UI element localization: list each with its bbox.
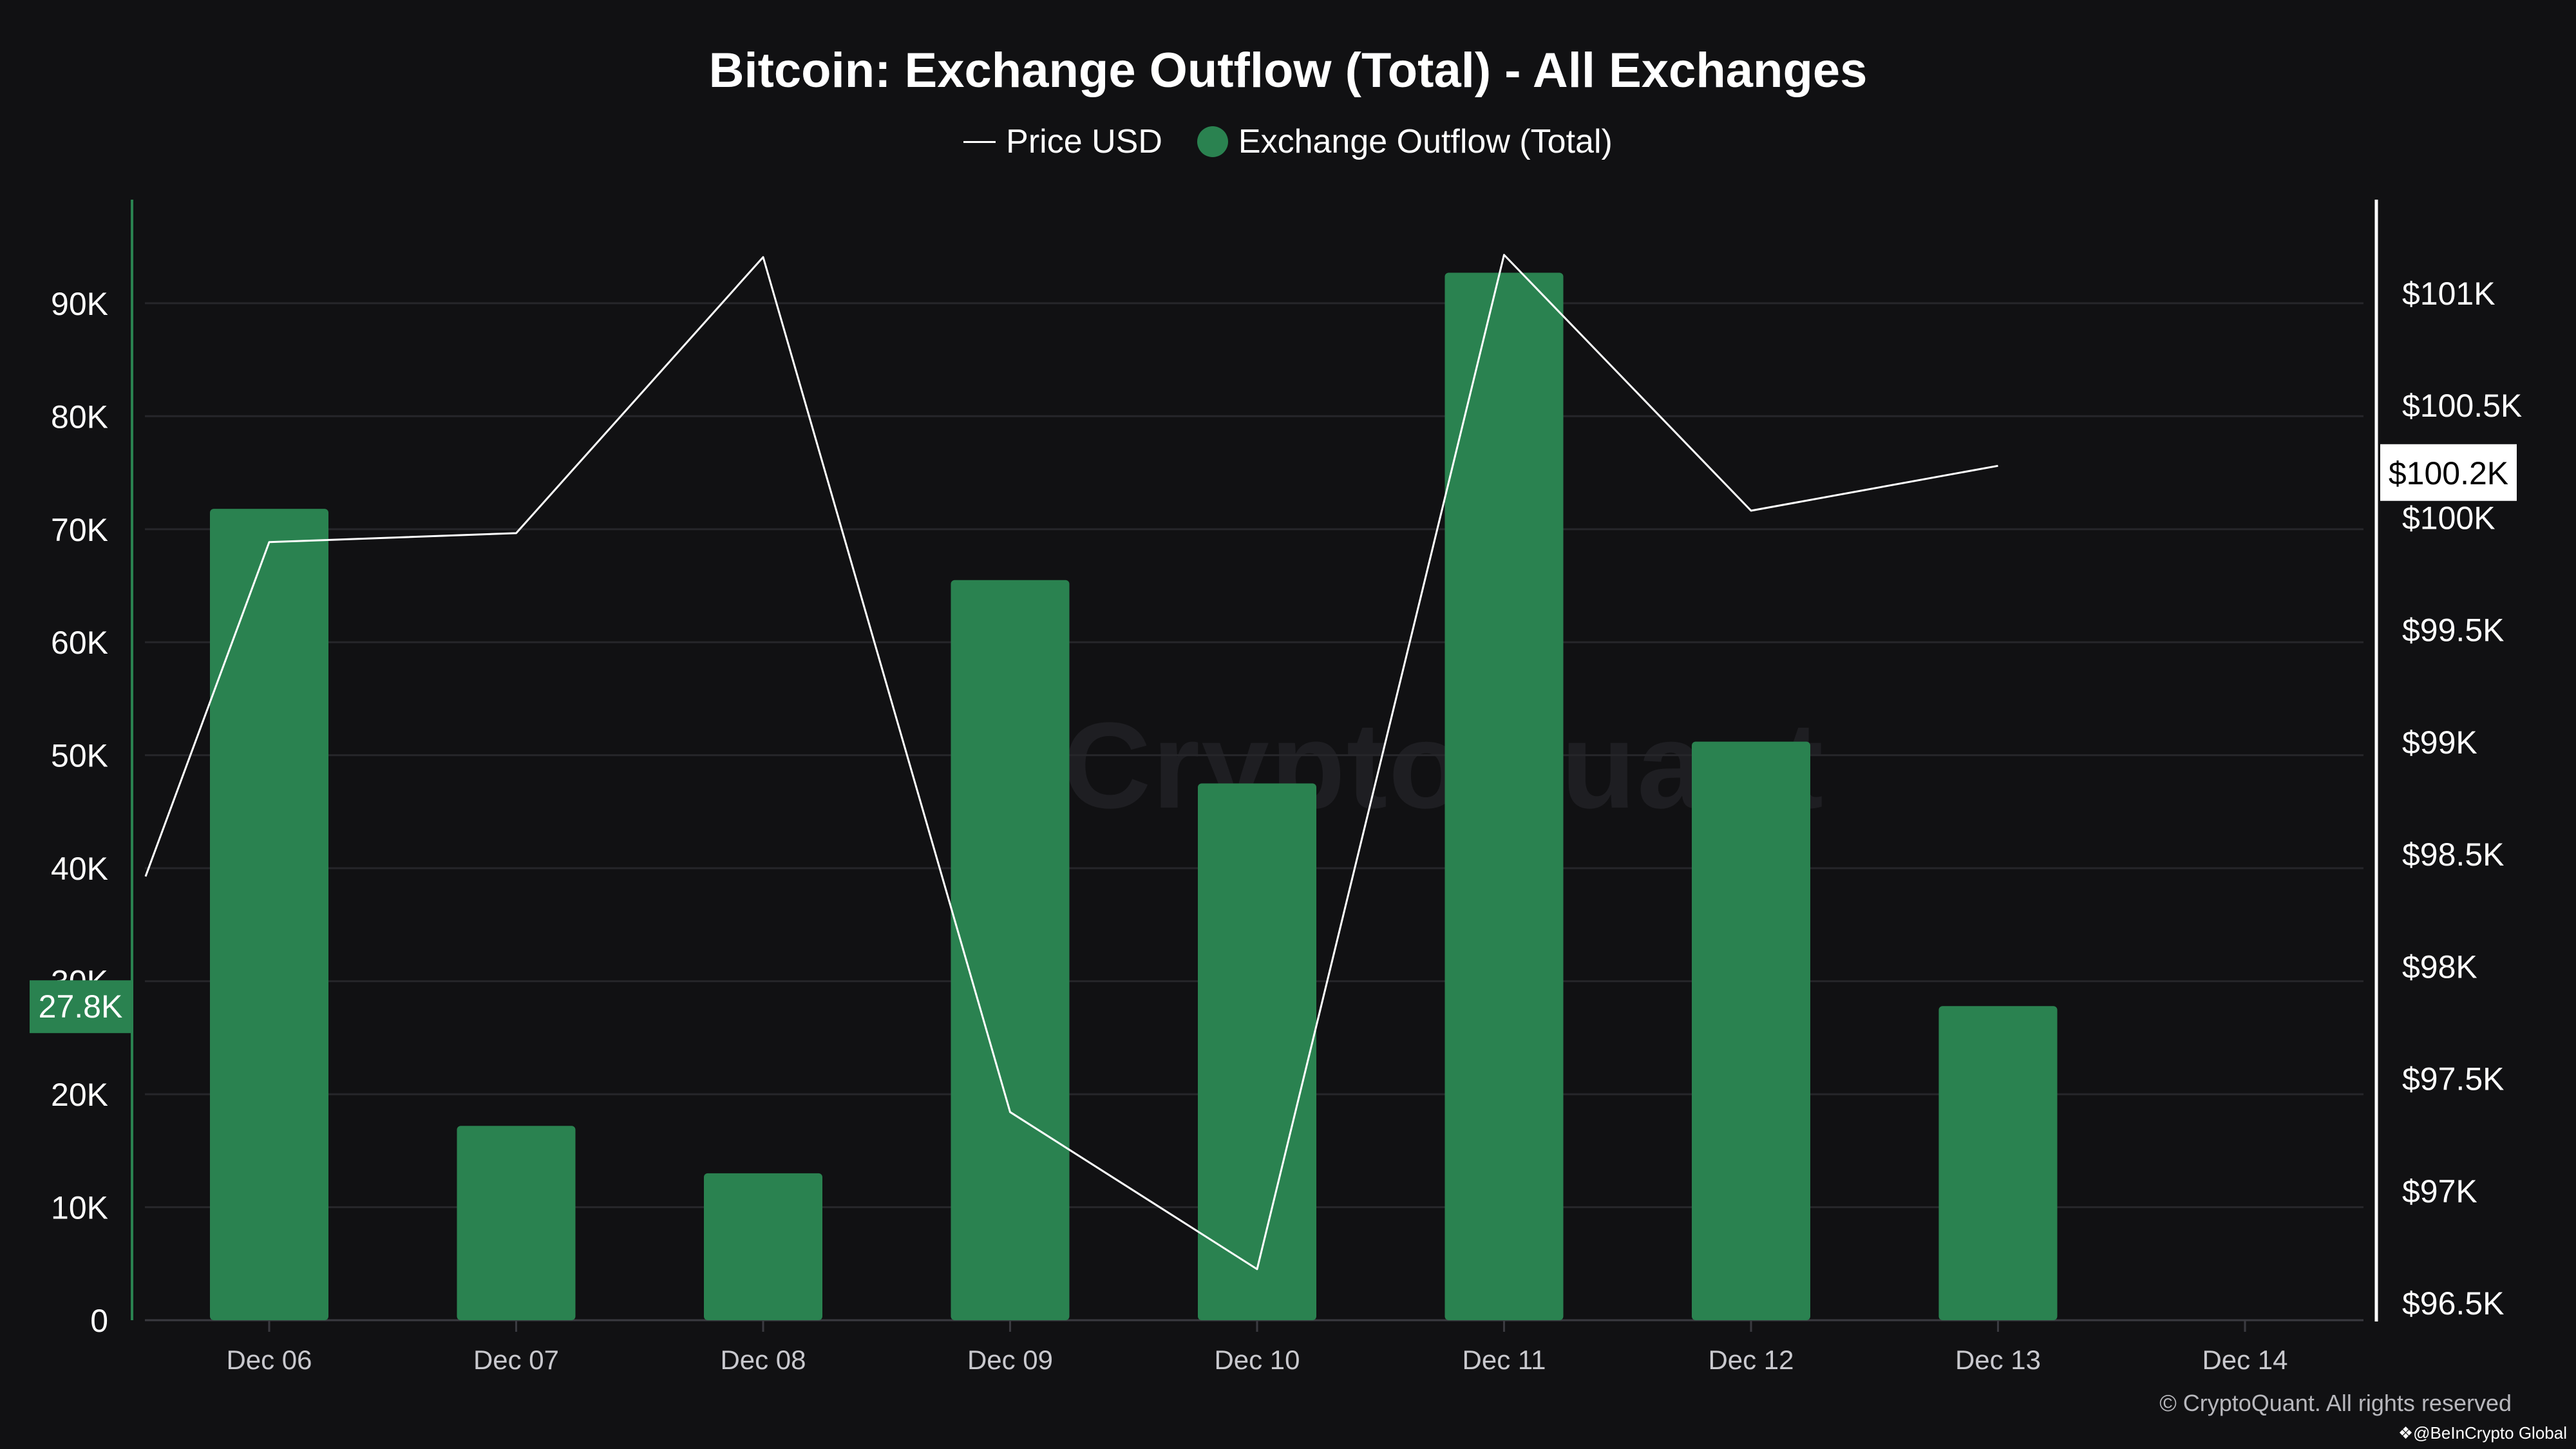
bar-dec-12 [1692, 741, 1810, 1320]
x-tick-label: Dec 09 [967, 1345, 1053, 1375]
x-tick-label: Dec 14 [2202, 1345, 2287, 1375]
y-right-tick-label: $99K [2402, 724, 2477, 761]
x-tick-label: Dec 13 [1955, 1345, 2041, 1375]
x-tick-label: Dec 07 [473, 1345, 559, 1375]
y-right-tick-label: $101K [2402, 276, 2496, 312]
chart-title: Bitcoin: Exchange Outflow (Total) - All … [708, 43, 1868, 98]
x-tick-label: Dec 11 [1463, 1345, 1546, 1375]
x-tick-label: Dec 10 [1214, 1345, 1300, 1375]
y-left-tick-label: 50K [51, 738, 108, 774]
legend-label-outflow: Exchange Outflow (Total) [1238, 123, 1613, 160]
x-tick-label: Dec 08 [720, 1345, 806, 1375]
y-right-tick-label: $99.5K [2402, 612, 2504, 649]
left-axis-marker [30, 980, 131, 1034]
bar-dec-06 [210, 509, 328, 1320]
bar-dec-11 [1444, 272, 1564, 1321]
y-left-tick-label: 60K [51, 625, 108, 661]
y-right-tick-label: $98.5K [2402, 837, 2504, 873]
y-right-tick-label: $97.5K [2402, 1061, 2504, 1097]
credit-text: ❖@BeInCrypto Global [2398, 1423, 2567, 1443]
y-right-tick-label: $96.5K [2402, 1285, 2504, 1321]
left-axis-marker-label: 27.8K [39, 989, 123, 1025]
bar-dec-08 [704, 1173, 822, 1320]
legend-dot-icon [1197, 126, 1228, 157]
bar-dec-07 [457, 1126, 576, 1320]
bar-dec-10 [1198, 783, 1316, 1320]
legend-label-price: Price USD [1006, 123, 1162, 160]
legend-item-outflow[interactable]: Exchange Outflow (Total) [1197, 122, 1613, 161]
y-left-tick-label: 80K [51, 399, 108, 435]
y-left-tick-label: 20K [51, 1077, 108, 1113]
legend-line-icon [963, 140, 996, 143]
y-right-tick-label: $100.5K [2402, 388, 2522, 424]
right-axis-marker [2380, 444, 2517, 501]
y-left-tick-label: 40K [51, 851, 108, 887]
legend-item-price[interactable]: Price USD [963, 122, 1162, 161]
y-left-tick-label: 70K [51, 512, 108, 548]
bar-dec-09 [951, 580, 1070, 1320]
right-axis-marker-label: $100.2K [2389, 455, 2508, 491]
bar-dec-13 [1938, 1006, 2058, 1320]
x-tick-label: Dec 06 [226, 1345, 312, 1375]
y-left-tick-label: 90K [51, 286, 108, 322]
copyright-text: © CryptoQuant. All rights reserved [2159, 1390, 2512, 1416]
y-right-tick-label: $98K [2402, 949, 2477, 985]
y-left-tick-label: 0 [90, 1303, 108, 1339]
y-right-tick-label: $97K [2402, 1173, 2477, 1209]
y-left-tick-label: 10K [51, 1190, 108, 1226]
legend: Price USD Exchange Outflow (Total) [0, 122, 2576, 161]
x-tick-label: Dec 12 [1708, 1345, 1794, 1375]
y-right-tick-label: $100K [2402, 500, 2496, 536]
